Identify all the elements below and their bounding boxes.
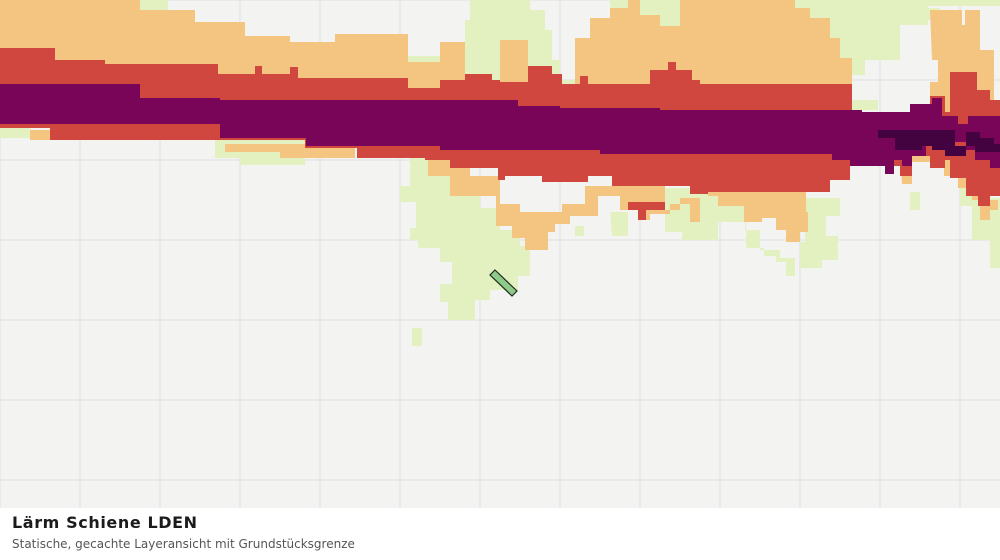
layer-title: Lärm Schiene LDEN [12,513,198,532]
layer-caption: Lärm Schiene LDEN Statische, gecachte La… [0,508,1000,560]
parcel-boundary[interactable] [489,269,518,297]
layer-subtitle: Statische, gecachte Layeransicht mit Gru… [12,537,355,551]
noise-zone-high [0,84,1000,174]
noise-zone-highest [878,130,1000,156]
noise-map [0,0,1000,508]
map-view[interactable] [0,0,1000,508]
